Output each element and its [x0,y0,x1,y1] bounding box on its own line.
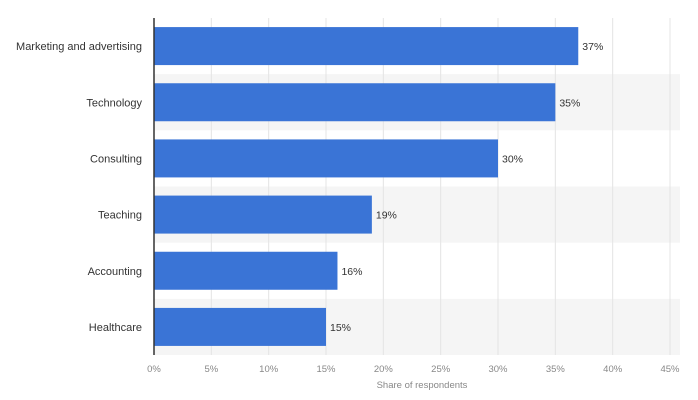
x-tick-label: 10% [259,364,279,375]
value-label: 37% [582,41,603,53]
bar [154,307,326,346]
bar [154,251,338,290]
value-label: 19% [376,210,397,222]
category-label: Accounting [88,266,142,278]
bar [154,83,556,122]
x-tick-label: 20% [374,364,394,375]
value-label: 30% [502,153,523,165]
value-label: 15% [330,322,351,334]
x-tick-label: 5% [204,364,218,375]
x-tick-label: 0% [147,364,161,375]
bars [154,27,579,346]
x-tick-label: 45% [660,364,680,375]
value-label: 35% [559,97,580,109]
bar [154,195,372,234]
value-label: 16% [341,266,362,278]
category-label: Consulting [90,153,142,165]
category-labels: Marketing and advertising Technology Consu… [16,41,142,334]
category-label: Technology [86,97,142,109]
value-labels: 37% 35% 30% 19% 16% 15% [330,41,603,334]
x-tick-label: 15% [316,364,336,375]
x-tick-label: 40% [603,364,623,375]
category-label: Healthcare [89,322,142,334]
x-tick-label: 25% [431,364,451,375]
gridlines [210,18,671,355]
category-label: Teaching [98,210,142,222]
category-label: Marketing and advertising [16,41,142,53]
bar [154,139,498,178]
x-axis-title: Share of respondents [377,380,468,391]
x-tick-label: 30% [488,364,508,375]
x-tick-label: 35% [546,364,566,375]
x-tick-labels: 0% 5% 10% 15% 20% 25% 30% 35% 40% 45% [147,364,680,375]
bar [154,27,579,66]
